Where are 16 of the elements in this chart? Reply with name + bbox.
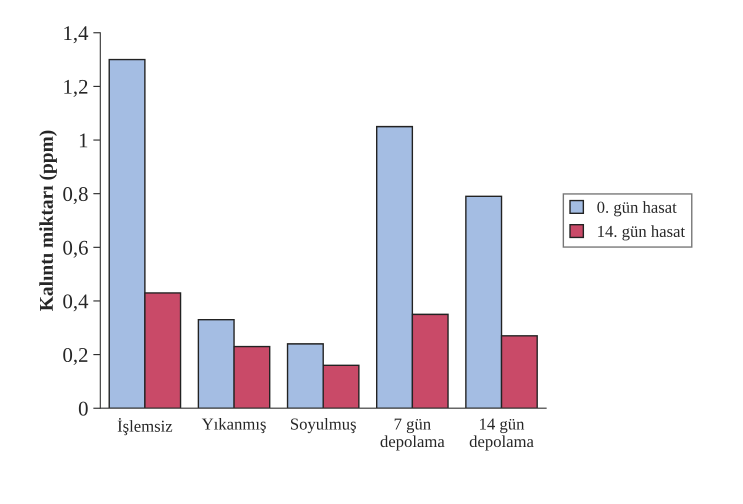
y-tick-label: 0,8 (63, 187, 88, 204)
y-tick-label: 1,4 (64, 26, 88, 44)
y-tick-label: 1 (80, 134, 88, 148)
legend-label: 0. gün hasat (597, 201, 677, 216)
y-axis-title: Kalıntı miktarı (ppm) (39, 130, 57, 311)
y-tick-label: 0,2 (63, 348, 88, 366)
x-tick-label: Soyulmuş (290, 418, 356, 434)
x-tick-label: 14 gün depolama (470, 418, 534, 451)
y-tick-label: 0 (78, 402, 88, 416)
legend-label: 14. gün hasat (598, 225, 685, 240)
x-tick-label: Yıkanmış (202, 418, 266, 434)
x-tick-label: 7 gün depolama (380, 418, 445, 451)
y-tick-label: 0,6 (63, 240, 88, 258)
y-tick-label: 1,2 (64, 80, 88, 97)
x-tick-label: İşlemsiz (118, 418, 172, 436)
y-tick-label: 0,4 (63, 294, 88, 312)
